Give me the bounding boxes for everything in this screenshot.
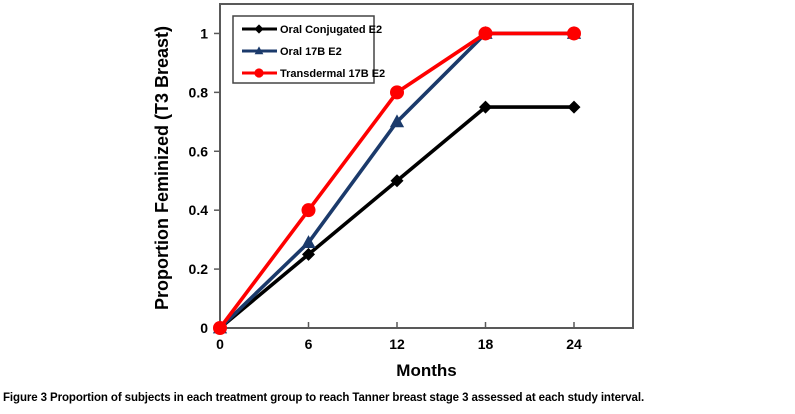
series-marker <box>478 26 493 41</box>
legend-item-label: Transdermal 17B E2 <box>280 68 385 80</box>
series-marker <box>390 174 404 188</box>
y-tick-label: 0 <box>200 320 208 336</box>
figure-caption-text: Proportion of subjects in each treatment… <box>50 392 645 404</box>
y-tick-label: 0.6 <box>189 143 209 159</box>
x-tick-label: 0 <box>216 336 224 352</box>
x-tick-label: 24 <box>566 336 582 352</box>
figure-caption: Figure 3 Proportion of subjects in each … <box>3 392 791 404</box>
y-tick-label: 0.4 <box>189 202 209 218</box>
legend-item-label: Oral Conjugated E2 <box>280 24 382 36</box>
series-marker <box>213 321 227 335</box>
figure-caption-label: Figure 3 <box>3 392 47 404</box>
series-marker <box>390 85 404 100</box>
legend-item-marker <box>254 68 264 78</box>
x-axis-title: Months <box>396 361 456 380</box>
x-tick-label: 18 <box>478 336 494 352</box>
series-marker <box>301 203 316 218</box>
series-marker <box>567 26 581 41</box>
plot-frame <box>219 3 634 329</box>
y-tick-label: 0.8 <box>189 84 209 100</box>
y-axis-title: Proportion Feminized (T3 Breast) <box>152 26 172 310</box>
legend-item-marker <box>254 24 264 34</box>
y-tick-label: 1 <box>200 25 208 41</box>
legend-item-label: Oral 17B E2 <box>280 46 342 58</box>
series-line <box>218 105 576 330</box>
series-marker <box>389 114 405 128</box>
series-marker <box>567 100 581 114</box>
chart-canvas: 0 0.2 0.4 0.6 0.8 1 0 6 12 18 24 Months Proportion F… <box>152 3 634 380</box>
x-tick-label: 12 <box>389 336 405 352</box>
series-marker <box>301 235 316 248</box>
y-tick-label: 0.2 <box>189 261 209 277</box>
legend-item-marker <box>254 46 264 55</box>
x-tick-label: 6 <box>305 336 313 352</box>
series-marker <box>302 247 315 261</box>
series-marker <box>479 100 492 114</box>
figure-chart: 0 0.2 0.4 0.6 0.8 1 0 6 12 18 24 Months Proportion F… <box>152 3 634 380</box>
